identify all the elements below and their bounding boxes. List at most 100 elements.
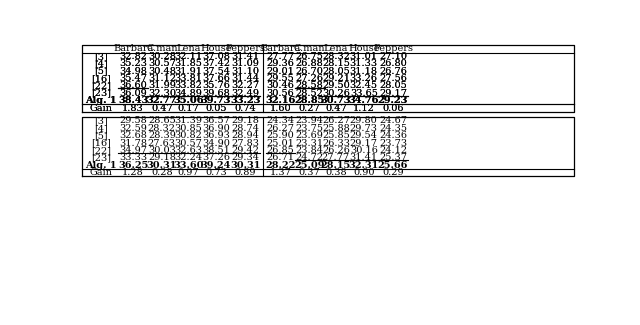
Text: 0.27: 0.27	[299, 103, 321, 112]
Text: 31.41: 31.41	[231, 52, 259, 61]
Text: 30.28: 30.28	[148, 52, 176, 61]
Text: 28.85: 28.85	[294, 96, 325, 105]
Text: 27.10: 27.10	[379, 52, 407, 61]
Text: 24.72: 24.72	[296, 153, 324, 162]
Text: 28.15: 28.15	[322, 59, 350, 68]
Text: 23.31: 23.31	[296, 138, 324, 148]
Text: 0.37: 0.37	[299, 168, 321, 177]
Text: 28.74: 28.74	[231, 124, 259, 133]
Text: 36.09: 36.09	[119, 89, 147, 98]
Text: 36.93: 36.93	[202, 131, 230, 140]
Text: 30.31: 30.31	[230, 161, 260, 170]
Text: 30.26: 30.26	[322, 89, 350, 98]
Text: 26.27: 26.27	[322, 116, 350, 125]
Text: 29.21: 29.21	[322, 74, 350, 83]
Text: 39.73: 39.73	[201, 96, 231, 105]
Text: 28.65: 28.65	[148, 116, 176, 125]
Text: 32.68: 32.68	[119, 131, 147, 140]
Text: 34.76: 34.76	[349, 96, 379, 105]
Text: 33.23: 33.23	[230, 96, 260, 105]
Text: 32.11: 32.11	[174, 52, 202, 61]
Text: 32.30: 32.30	[148, 89, 176, 98]
Text: 28.58: 28.58	[296, 81, 324, 90]
Text: 37.42: 37.42	[202, 59, 230, 68]
Text: 25.37: 25.37	[379, 153, 407, 162]
Text: 26.70: 26.70	[296, 67, 324, 76]
Text: 24.34: 24.34	[266, 116, 294, 125]
Text: 30.73: 30.73	[321, 96, 351, 105]
Text: 32.77: 32.77	[147, 96, 177, 105]
Text: 29.18: 29.18	[231, 116, 259, 125]
Text: 24.36: 24.36	[379, 131, 407, 140]
Text: Alg. 1: Alg. 1	[85, 96, 116, 105]
Text: C.man: C.man	[294, 45, 325, 53]
Text: Gain: Gain	[90, 103, 112, 112]
Text: 27.83: 27.83	[231, 138, 259, 148]
Text: 0.05: 0.05	[205, 103, 227, 112]
Text: Lena: Lena	[176, 45, 200, 53]
Text: 29.50: 29.50	[322, 81, 350, 90]
Text: 30.48: 30.48	[148, 67, 176, 76]
Text: 27.77: 27.77	[322, 153, 350, 162]
Text: 35.76: 35.76	[202, 81, 230, 90]
Text: 39.68: 39.68	[202, 89, 230, 98]
Text: 1.28: 1.28	[122, 168, 144, 177]
Text: 26.71: 26.71	[266, 153, 294, 162]
Text: 32.45: 32.45	[349, 81, 378, 90]
Text: 32.63: 32.63	[174, 146, 202, 155]
Text: [4]: [4]	[94, 59, 108, 68]
Text: 0.47: 0.47	[325, 103, 347, 112]
Text: 33.65: 33.65	[350, 89, 378, 98]
Text: 32.24: 32.24	[174, 153, 202, 162]
Text: 31.85: 31.85	[174, 59, 202, 68]
Text: [16]: [16]	[91, 138, 111, 148]
Text: 0.29: 0.29	[382, 168, 404, 177]
Text: 34.98: 34.98	[119, 67, 147, 76]
Text: 39.24: 39.24	[201, 161, 231, 170]
Text: 31.91: 31.91	[174, 67, 202, 76]
Text: [4]: [4]	[94, 124, 108, 133]
Text: 23.73: 23.73	[379, 138, 407, 148]
Text: 31.91: 31.91	[174, 67, 202, 76]
Text: House: House	[200, 45, 232, 53]
Text: 32.82: 32.82	[119, 52, 147, 61]
Text: 26.27: 26.27	[266, 124, 294, 133]
Text: 32.31: 32.31	[349, 161, 379, 170]
Text: 36.25: 36.25	[118, 161, 148, 170]
Text: 23.75: 23.75	[296, 124, 324, 133]
Text: 35.06: 35.06	[173, 96, 204, 105]
Text: 37.26: 37.26	[202, 153, 230, 162]
Text: 25.01: 25.01	[266, 138, 294, 148]
Text: 0.89: 0.89	[234, 168, 256, 177]
Text: 1.60: 1.60	[269, 103, 291, 112]
Text: 29.01: 29.01	[266, 67, 294, 76]
Text: 1.12: 1.12	[353, 103, 374, 112]
Text: Peppers: Peppers	[373, 45, 413, 53]
Text: 30.03: 30.03	[148, 146, 176, 155]
Text: 34.76: 34.76	[349, 96, 379, 105]
Text: 39.73: 39.73	[201, 96, 231, 105]
Text: 38.51: 38.51	[202, 146, 230, 155]
Text: 35.23: 35.23	[119, 59, 147, 68]
Text: 32.30: 32.30	[148, 89, 176, 98]
Text: [3]: [3]	[94, 52, 108, 61]
Text: 23.69: 23.69	[296, 131, 324, 140]
Text: 30.31: 30.31	[147, 161, 177, 170]
Text: 32.27: 32.27	[231, 81, 259, 90]
Text: 31.10: 31.10	[231, 67, 259, 76]
Text: 26.85: 26.85	[266, 146, 294, 155]
Text: 26.33: 26.33	[322, 138, 350, 148]
Text: 26.26: 26.26	[322, 146, 350, 155]
Text: 31.85: 31.85	[174, 59, 202, 68]
Text: 28.39: 28.39	[148, 131, 176, 140]
Text: 27.56: 27.56	[379, 74, 407, 83]
Text: 36.09: 36.09	[119, 89, 147, 98]
Text: 26.70: 26.70	[296, 67, 324, 76]
Text: [4]: [4]	[94, 59, 108, 68]
Text: 28.22: 28.22	[265, 161, 296, 170]
Text: 29.80: 29.80	[350, 116, 378, 125]
Text: 33.26: 33.26	[349, 74, 378, 83]
Text: 28.52: 28.52	[296, 89, 324, 98]
Text: 27.77: 27.77	[266, 52, 294, 61]
Text: 0.06: 0.06	[382, 103, 404, 112]
